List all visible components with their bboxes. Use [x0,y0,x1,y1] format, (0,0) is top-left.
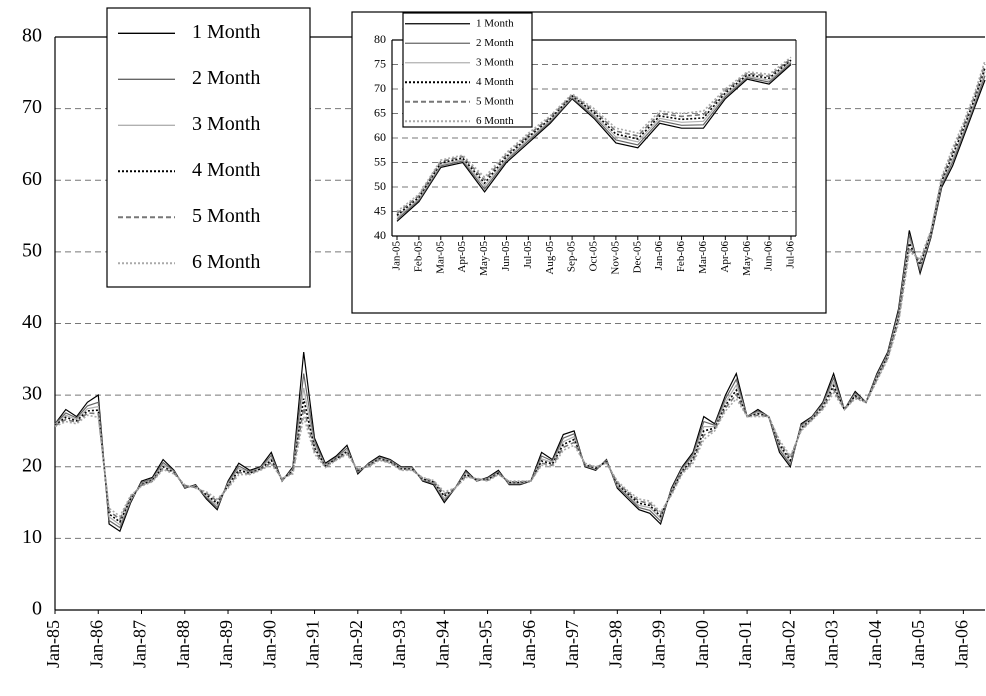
series-line [396,57,792,215]
x-tick-label: Jan-86 [86,620,106,668]
x-tick-label: Jan-91 [303,620,323,668]
series-line [396,64,792,222]
y-tick-label: 60 [374,130,386,144]
x-tick-label: Feb-05 [412,241,424,273]
x-tick-label: Jul-05 [522,241,534,269]
y-tick-label: 40 [374,228,386,242]
y-tick-label: 10 [22,526,42,548]
legend-label: 3 Month [192,113,260,135]
x-tick-label: Jan-97 [562,620,582,668]
series-line [54,79,986,533]
x-tick-label: Jan-05 [391,241,403,271]
legend-label: 1 Month [476,17,514,29]
x-tick-label: Apr-06 [719,241,731,273]
x-tick-label: Sep-05 [566,241,578,273]
legend-label: 4 Month [192,159,260,181]
y-tick-label: 80 [374,32,386,46]
legend-label: 6 Month [476,115,514,127]
x-tick-label: Mar-05 [434,241,446,274]
legend-label: 5 Month [476,95,514,107]
series-line [54,71,986,526]
x-tick-label: Jan-99 [649,620,669,668]
x-tick-label: May-06 [741,241,753,276]
x-tick-label: Jan-85 [43,620,63,668]
x-tick-label: Jan-93 [389,620,409,668]
x-tick-label: Oct-05 [588,241,600,272]
y-tick-label: 80 [22,25,42,47]
x-tick-label: Jan-87 [130,620,150,668]
legend-box [106,7,311,288]
series-line [396,61,792,218]
x-tick-label: Jan-05 [908,620,928,668]
legend-label: 1 Month [192,21,260,43]
x-tick-label: Jan-92 [346,620,366,668]
y-tick-label: 20 [22,454,42,476]
legend-label: 2 Month [476,37,514,49]
y-tick-label: 55 [374,154,386,168]
legend-label: 5 Month [192,205,260,227]
legend-box [402,12,533,128]
x-tick-label: Apr-05 [456,241,468,273]
x-tick-label: Dec-05 [631,241,643,274]
legend-label: 2 Month [192,67,260,89]
x-tick-label: Jan-06 [951,620,971,668]
y-tick-label: 70 [22,96,42,118]
y-tick-label: 45 [374,203,386,217]
series-line [54,60,986,518]
y-tick-label: 50 [22,239,42,261]
x-tick-label: Jun-06 [763,241,775,271]
legend-label: 3 Month [476,56,514,68]
x-tick-label: Jul-06 [785,241,797,269]
y-tick-label: 30 [22,383,42,405]
x-tick-label: Feb-06 [675,241,687,273]
x-tick-label: Jan-01 [735,620,755,668]
y-tick-label: 0 [32,598,42,620]
legend-label: 4 Month [476,76,514,88]
series-line [396,59,792,217]
x-tick-label: Jun-05 [500,241,512,271]
series-line [54,75,986,529]
x-tick-label: Mar-06 [697,241,709,274]
y-tick-label: 75 [374,56,386,70]
series-line [54,67,986,524]
x-tick-label: May-05 [478,241,490,276]
legend-label: 6 Month [192,251,260,273]
x-tick-label: Aug-05 [544,241,556,275]
y-tick-label: 70 [374,81,386,95]
x-tick-label: Jan-89 [216,620,236,668]
x-tick-label: Jan-94 [432,620,452,668]
x-tick-label: Jan-95 [476,620,496,668]
series-line [54,63,986,521]
series-line [396,62,792,220]
x-tick-label: Jan-03 [822,620,842,668]
x-tick-label: Jan-02 [778,620,798,668]
x-tick-label: Jan-06 [653,241,665,271]
x-tick-label: Jan-04 [865,620,885,668]
x-tick-label: Jan-90 [259,620,279,668]
y-tick-label: 50 [374,179,386,193]
x-tick-label: Jan-88 [173,620,193,668]
x-tick-label: Jan-00 [692,620,712,668]
y-tick-label: 60 [22,168,42,190]
x-tick-label: Jan-98 [605,620,625,668]
x-tick-label: Nov-05 [609,241,621,275]
series-line [396,56,792,213]
x-tick-label: Jan-96 [519,620,539,668]
y-tick-label: 65 [374,105,386,119]
y-tick-label: 40 [22,311,42,333]
